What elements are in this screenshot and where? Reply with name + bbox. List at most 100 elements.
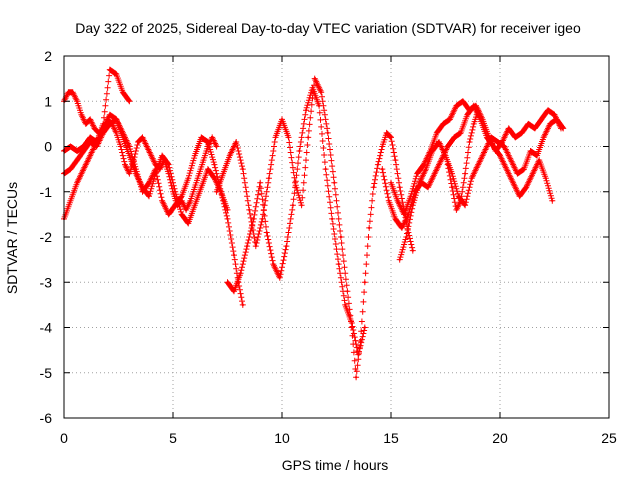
data-point [89, 154, 92, 157]
data-point [254, 244, 257, 248]
data-point [544, 177, 547, 180]
data-point [459, 199, 462, 202]
data-point [522, 167, 526, 171]
data-point [108, 113, 112, 117]
data-point [468, 140, 471, 144]
data-point [507, 127, 510, 130]
data-point [267, 177, 271, 180]
data-point [531, 172, 534, 175]
data-point [387, 199, 390, 202]
data-point [411, 249, 414, 252]
data-point [535, 154, 539, 157]
data-point [150, 154, 153, 157]
data-point [226, 281, 229, 284]
data-point [413, 190, 417, 193]
data-point [400, 226, 404, 230]
data-point [313, 77, 316, 80]
y-tick-label: -1 [40, 184, 53, 200]
data-point [213, 177, 216, 180]
data-point [439, 158, 443, 162]
data-point [215, 190, 218, 193]
x-tick-label: 25 [601, 430, 617, 446]
data-point [241, 303, 244, 307]
data-point [272, 262, 275, 266]
data-point [455, 208, 458, 212]
data-point [141, 186, 144, 189]
data-point [180, 213, 183, 216]
data-point [459, 131, 462, 135]
data-point [333, 181, 336, 184]
data-point [67, 91, 70, 94]
chart-title: Day 322 of 2025, Sidereal Day-to-day VTE… [75, 20, 581, 36]
data-point [477, 163, 480, 166]
data-point [232, 290, 236, 293]
x-tick-label: 5 [169, 430, 177, 446]
data-point [446, 163, 449, 166]
data-point [252, 217, 255, 221]
data-point [211, 136, 214, 139]
data-point [141, 136, 144, 139]
data-point [108, 122, 112, 126]
data-point [426, 186, 430, 189]
data-point [398, 186, 401, 189]
data-point [546, 109, 550, 112]
data-point [69, 167, 72, 171]
data-point [538, 158, 541, 162]
data-point [245, 244, 249, 248]
data-point [394, 158, 397, 162]
data-point [174, 190, 177, 193]
x-tick-label: 15 [383, 430, 399, 446]
data-point [121, 91, 125, 94]
data-point [368, 226, 371, 230]
data-point [89, 136, 92, 139]
data-point [381, 145, 384, 148]
data-point [280, 118, 284, 121]
y-tick-label: -3 [40, 274, 53, 290]
data-point [228, 154, 231, 157]
data-point [477, 109, 480, 112]
data-point [274, 136, 277, 139]
data-point [490, 136, 493, 139]
data-point [115, 118, 118, 121]
data-point [372, 186, 375, 189]
data-point [463, 204, 467, 207]
data-point [119, 145, 122, 148]
data-point [82, 167, 85, 171]
data-point [95, 140, 98, 144]
data-point [389, 136, 393, 139]
data-point [431, 149, 434, 153]
data-point [420, 181, 423, 184]
data-point [533, 127, 537, 130]
data-point [200, 186, 203, 189]
data-point [69, 145, 72, 148]
data-point [261, 217, 264, 221]
data-point [376, 163, 380, 166]
data-point [324, 167, 327, 171]
data-point [461, 100, 465, 103]
y-tick-label: -6 [40, 410, 53, 426]
y-tick-label: 0 [44, 139, 52, 155]
data-point [394, 217, 397, 221]
data-point [278, 276, 281, 279]
data-point [198, 172, 201, 175]
data-point [433, 172, 436, 175]
data-point [287, 136, 290, 139]
x-axis-title: GPS time / hours [282, 457, 389, 473]
data-point [187, 222, 190, 225]
data-point [396, 199, 399, 202]
data-point [202, 158, 205, 162]
data-point [75, 149, 79, 153]
data-point [206, 140, 210, 144]
data-point [75, 158, 79, 162]
data-point [363, 281, 366, 284]
data-point [174, 204, 177, 207]
series-track-j [444, 107, 482, 213]
data-point [145, 145, 148, 148]
data-point [472, 122, 475, 126]
data-point [221, 172, 225, 175]
axis-ticks: 0 5 10 15 20 25 -6 -5 -4 -3 -2 -1 0 1 2 [40, 48, 617, 446]
data-point [542, 136, 545, 139]
data-point [200, 136, 203, 139]
data-point [317, 104, 321, 108]
x-tick-label: 10 [274, 430, 290, 446]
